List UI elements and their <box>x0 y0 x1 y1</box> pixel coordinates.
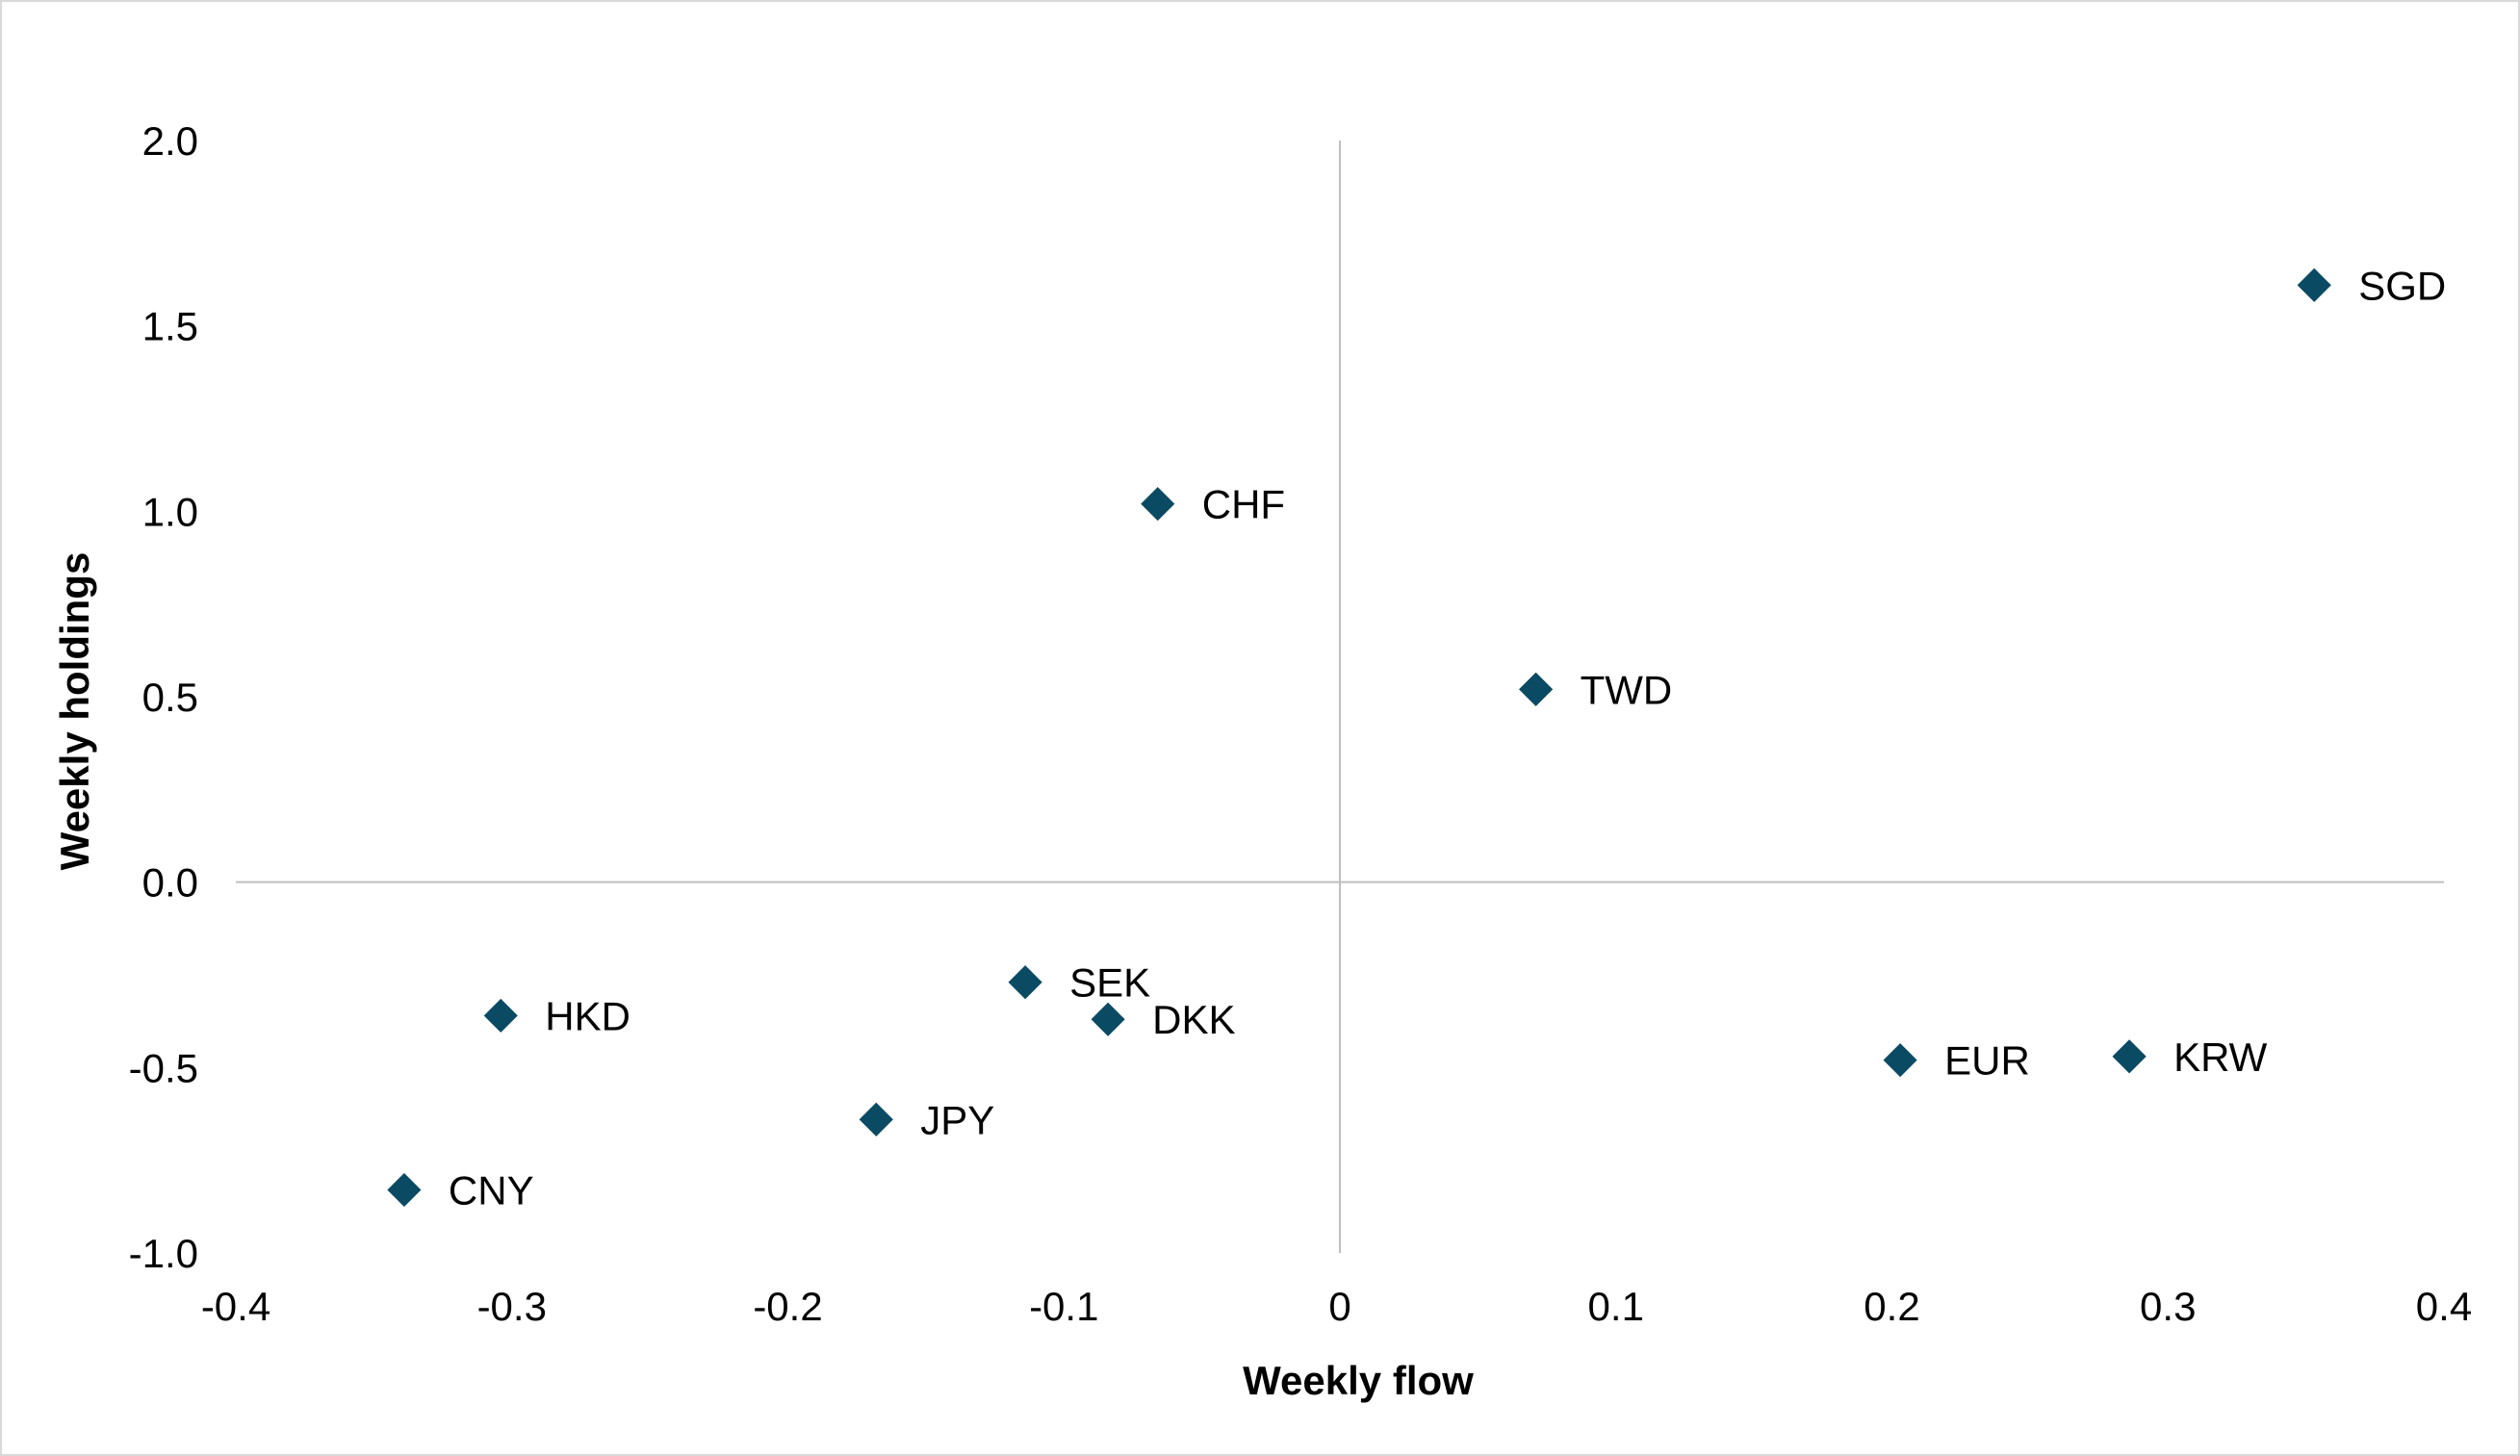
point-jpy <box>856 1099 896 1139</box>
point-sgd <box>2294 265 2334 305</box>
point-label-dkk: DKK <box>1152 997 1235 1042</box>
x-tick-label: -0.4 <box>201 1284 270 1329</box>
y-tick-label: 0.0 <box>142 860 198 906</box>
y-tick-label: 2.0 <box>142 118 198 164</box>
point-hkd <box>480 995 521 1035</box>
x-tick-label: -0.2 <box>753 1284 822 1329</box>
y-tick-label: -1.0 <box>129 1231 198 1276</box>
x-tick-labels: -0.4 -0.3 -0.2 -0.1 0 0.1 0.2 0.3 0.4 <box>201 1284 2472 1329</box>
y-axis-title: Weekly holdings <box>52 552 97 871</box>
x-tick-label: 0 <box>1328 1284 1350 1329</box>
point-cny <box>384 1170 424 1210</box>
x-tick-label: 0.1 <box>1588 1284 1644 1329</box>
data-points <box>384 265 2334 1210</box>
x-tick-label: 0.3 <box>2140 1284 2196 1329</box>
point-label-krw: KRW <box>2173 1035 2268 1080</box>
point-label-twd: TWD <box>1581 667 1673 712</box>
y-tick-label: 1.0 <box>142 489 198 534</box>
axes-layer <box>236 140 2444 1253</box>
point-chf <box>1138 484 1178 524</box>
point-eur <box>1880 1040 1920 1081</box>
point-label-chf: CHF <box>1202 482 1285 527</box>
point-krw <box>2109 1036 2149 1077</box>
x-tick-label: 0.2 <box>1864 1284 1919 1329</box>
x-axis-title: Weekly flow <box>1243 1358 1474 1403</box>
y-tick-label: -0.5 <box>129 1045 198 1090</box>
y-tick-labels: 2.0 1.5 1.0 0.5 0.0 -0.5 -1.0 <box>129 118 198 1276</box>
x-tick-label: -0.3 <box>477 1284 547 1329</box>
point-label-jpy: JPY <box>920 1097 994 1142</box>
point-label-sek: SEK <box>1069 960 1150 1006</box>
y-tick-label: 0.5 <box>142 675 198 720</box>
point-dkk <box>1088 999 1128 1039</box>
y-tick-label: 1.5 <box>142 304 198 349</box>
point-label-hkd: HKD <box>545 993 630 1038</box>
point-label-cny: CNY <box>449 1167 534 1213</box>
point-label-eur: EUR <box>1944 1038 2030 1084</box>
point-label-sgd: SGD <box>2358 263 2446 308</box>
point-sek <box>1005 962 1045 1003</box>
x-tick-label: 0.4 <box>2416 1284 2472 1329</box>
x-tick-label: -0.1 <box>1029 1284 1098 1329</box>
point-twd <box>1516 669 1556 709</box>
